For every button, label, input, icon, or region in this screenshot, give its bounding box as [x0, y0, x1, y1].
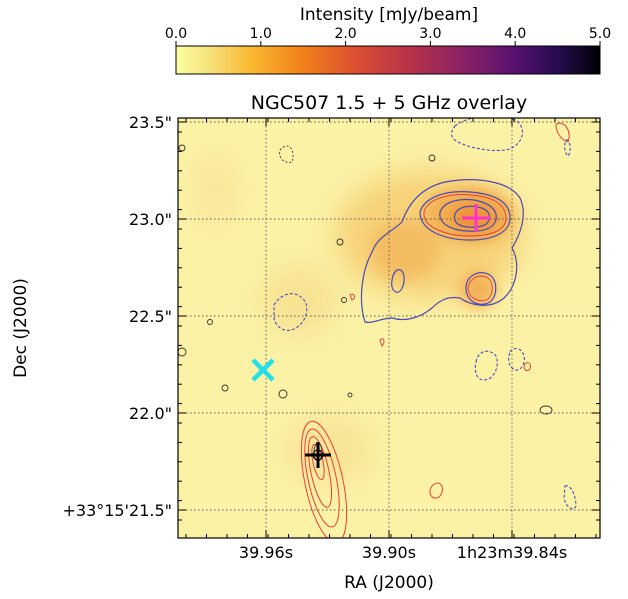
x-axis-label: RA (J2000)	[344, 573, 434, 593]
y-tick-labels: 23.5" 23.0" 22.5" 22.0" +33°15'21.5"	[62, 113, 172, 520]
contour	[279, 145, 294, 163]
contour	[563, 485, 577, 510]
contours-negative	[273, 118, 577, 510]
contour	[465, 272, 497, 305]
contour	[379, 338, 385, 347]
colorbar	[175, 45, 601, 75]
y-tick-label: 22.5"	[129, 307, 172, 326]
contour	[523, 362, 532, 371]
emission-diffuse	[190, 150, 240, 230]
contour	[304, 428, 340, 528]
contour	[221, 384, 229, 392]
colorbar-ticks: 0.0 1.0 2.0 3.0 4.0 5.0	[165, 26, 611, 46]
contour	[178, 347, 187, 357]
contour	[273, 293, 308, 331]
x-tick-label: 1h23m39.84s	[457, 543, 567, 562]
y-tick-label: 23.5"	[129, 113, 172, 132]
colorbar-tick-label: 3.0	[419, 26, 441, 42]
contour	[311, 443, 325, 481]
contour	[307, 436, 333, 508]
x-tick-labels: 39.96s 39.90s 1h23m39.84s	[239, 543, 567, 562]
marker-cross-cyan	[251, 358, 275, 382]
contour	[419, 191, 511, 241]
emission-core	[460, 272, 496, 308]
contours-low-freq	[360, 179, 524, 324]
contour	[428, 154, 436, 162]
contour	[347, 392, 353, 398]
axis-ticks	[178, 118, 600, 538]
contour	[300, 420, 348, 538]
contour	[439, 198, 497, 232]
contour	[453, 205, 491, 228]
marker-host-core	[462, 204, 490, 232]
colorbar-tick-label: 0.0	[165, 26, 187, 42]
contour	[555, 122, 570, 143]
x-tick-label: 39.90s	[362, 543, 416, 562]
y-tick-label: 22.0"	[129, 404, 172, 423]
contour	[423, 194, 507, 237]
emission-core	[370, 220, 440, 280]
contour	[360, 179, 524, 324]
contour	[207, 319, 213, 325]
colorbar-tick-label: 4.0	[504, 26, 526, 42]
y-tick-label: 23.0"	[129, 210, 172, 229]
contour	[539, 405, 553, 415]
y-tick-label: +33°15'21.5"	[62, 501, 172, 520]
image-area	[178, 118, 600, 538]
emission-diffuse	[260, 265, 340, 335]
contour	[429, 482, 443, 499]
contour	[564, 139, 571, 157]
colorbar-tick-label: 2.0	[334, 26, 356, 42]
contour	[391, 269, 405, 293]
colorbar-tick-label: 1.0	[250, 26, 272, 42]
contour	[508, 348, 525, 371]
contour	[278, 389, 288, 399]
x-tick-label: 39.96s	[239, 543, 293, 562]
marker-plus-black	[305, 442, 331, 468]
chart-title: NGC507 1.5 + 5 GHz overlay	[251, 92, 527, 114]
colorbar-label: Intensity [mJy/beam]	[300, 5, 478, 25]
contour	[341, 297, 347, 303]
contour	[336, 238, 344, 246]
contour	[467, 275, 493, 302]
y-axis-label: Dec (J2000)	[11, 278, 31, 378]
contours-high-freq	[300, 122, 570, 538]
contour	[349, 293, 356, 301]
colorbar-tick-label: 5.0	[589, 26, 611, 42]
